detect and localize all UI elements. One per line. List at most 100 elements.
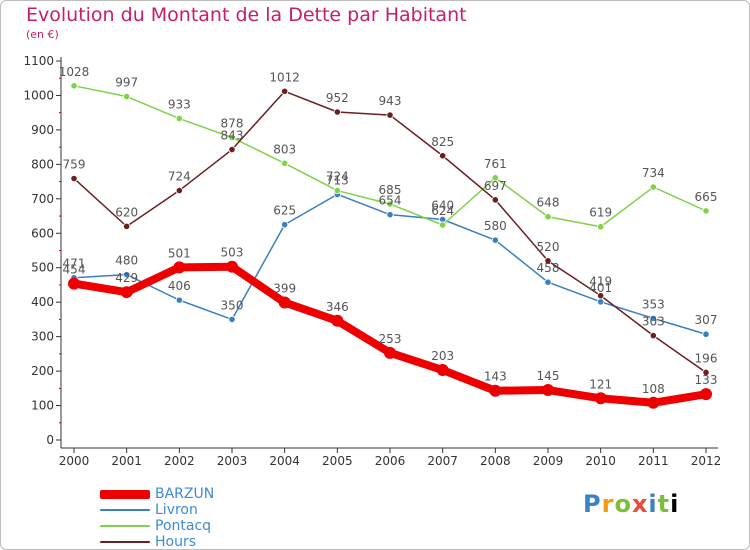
data-label-hours: 419 [589, 275, 612, 289]
data-label-hours: 520 [537, 240, 560, 254]
legend-item-pontacq: Pontacq [100, 518, 214, 534]
data-point-pontacq [123, 92, 131, 101]
chart-title: Evolution du Montant de la Dette par Hab… [26, 4, 467, 26]
data-label-livron: 353 [642, 297, 665, 311]
x-tick-label: 2006 [375, 454, 406, 468]
data-label-hours: 697 [484, 179, 507, 193]
data-label-livron: 350 [221, 298, 244, 312]
x-tick-label: 2002 [164, 454, 195, 468]
data-point-pontacq [544, 213, 552, 221]
data-label-livron: 406 [168, 279, 191, 293]
data-point-livron [544, 278, 552, 286]
x-tick-label: 2000 [59, 454, 90, 468]
data-point-barzun [700, 388, 712, 401]
data-point-livron [281, 221, 289, 229]
data-label-livron: 713 [326, 173, 349, 187]
data-point-barzun [542, 384, 554, 397]
proxiti-logo: Proxiti [583, 490, 680, 518]
data-point-hours [702, 368, 710, 377]
data-point-hours [649, 332, 657, 340]
y-tick-label: 200 [31, 364, 54, 378]
y-tick-label: 400 [31, 295, 54, 309]
y-tick-label: 300 [31, 330, 54, 344]
y-tick-label: 800 [31, 157, 54, 171]
data-label-hours: 620 [115, 205, 138, 219]
data-label-barzun: 454 [63, 263, 86, 277]
legend-swatch [100, 509, 150, 511]
data-point-livron [228, 315, 236, 324]
data-label-hours: 196 [695, 351, 718, 365]
legend-item-livron: Livron [100, 502, 214, 518]
legend-item-barzun: BARZUN [100, 486, 214, 502]
data-point-pontacq [386, 200, 394, 208]
x-tick-label: 2001 [111, 454, 142, 468]
data-point-barzun [226, 260, 238, 273]
data-label-pontacq: 665 [695, 190, 718, 204]
data-point-pontacq [702, 207, 710, 215]
data-point-livron [702, 330, 710, 338]
data-point-livron [123, 271, 131, 279]
data-label-pontacq: 685 [379, 183, 402, 197]
data-point-pontacq [333, 186, 341, 195]
chart-subtitle: (en €) [26, 28, 59, 41]
data-point-pontacq [70, 82, 78, 90]
data-point-barzun [331, 314, 344, 327]
data-point-pontacq [281, 159, 289, 167]
data-point-livron [175, 296, 183, 304]
y-tick-label: 700 [31, 192, 54, 206]
data-label-pontacq: 724 [326, 170, 349, 184]
data-label-livron: 640 [431, 198, 454, 212]
data-label-hours: 825 [431, 135, 454, 149]
x-tick-label: 2009 [533, 454, 564, 468]
data-point-hours [123, 222, 131, 230]
x-tick-label: 2008 [480, 454, 511, 468]
data-point-barzun [278, 296, 291, 309]
data-label-barzun: 145 [537, 369, 560, 383]
data-label-pontacq: 933 [168, 98, 191, 112]
data-label-pontacq: 803 [273, 142, 296, 156]
data-label-barzun: 253 [379, 332, 402, 346]
data-point-livron [491, 236, 499, 244]
x-tick-label: 2012 [691, 454, 722, 468]
data-label-livron: 480 [115, 254, 138, 268]
data-point-livron [597, 298, 605, 306]
data-point-barzun [173, 261, 186, 274]
data-label-hours: 303 [642, 315, 665, 329]
x-tick-label: 2005 [322, 454, 353, 468]
data-label-pontacq: 624 [431, 204, 454, 218]
series-line-hours [73, 90, 707, 374]
data-point-pontacq [597, 223, 605, 231]
data-label-barzun: 346 [326, 300, 349, 314]
data-point-pontacq [228, 133, 236, 142]
x-tick-label: 2004 [269, 454, 300, 468]
chart-legend: BARZUN Livron Pontacq Hours [100, 486, 214, 550]
data-point-pontacq [439, 221, 447, 229]
data-label-hours: 952 [326, 91, 349, 105]
data-label-barzun: 143 [484, 370, 507, 384]
data-label-livron: 471 [63, 257, 86, 271]
legend-label: Pontacq [155, 518, 212, 534]
legend-label: Livron [155, 502, 198, 518]
data-point-barzun [489, 384, 502, 397]
legend-item-hours: Hours [100, 534, 214, 550]
data-label-barzun: 133 [695, 373, 718, 387]
y-tick-label: 500 [31, 261, 54, 275]
data-label-barzun: 108 [642, 382, 665, 396]
data-point-barzun [647, 396, 660, 409]
data-label-barzun: 399 [273, 282, 296, 296]
legend-label: BARZUN [155, 486, 215, 502]
data-point-pontacq [491, 174, 499, 182]
y-tick-label: 1000 [23, 88, 54, 102]
data-point-pontacq [649, 183, 657, 191]
data-point-hours [333, 108, 341, 116]
data-label-livron: 401 [589, 281, 612, 295]
data-point-hours [439, 152, 447, 160]
data-label-pontacq: 878 [221, 116, 244, 130]
data-point-hours [175, 186, 183, 195]
data-label-hours: 843 [221, 129, 244, 143]
data-point-barzun [120, 286, 133, 299]
data-point-hours [544, 257, 552, 265]
y-tick-label: 900 [31, 123, 54, 137]
data-label-pontacq: 761 [484, 157, 507, 171]
